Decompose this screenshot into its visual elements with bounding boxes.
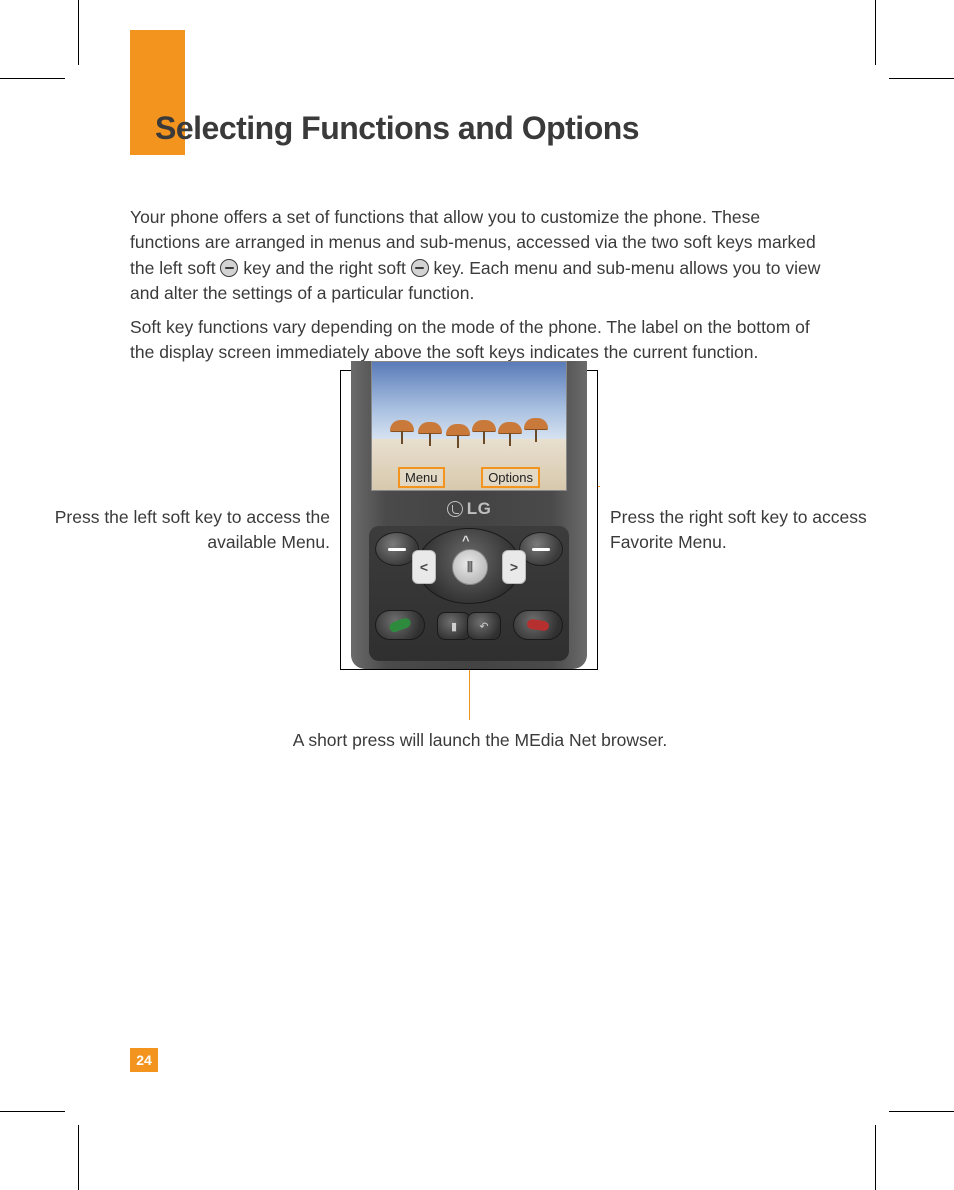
crop-mark — [78, 0, 79, 65]
end-icon — [526, 619, 549, 632]
umbrella-icon — [418, 422, 442, 446]
camera-button: ▮ — [437, 612, 471, 640]
page-number: 24 — [130, 1048, 158, 1072]
crop-mark — [0, 78, 65, 79]
crop-mark — [0, 1111, 65, 1112]
crop-mark — [889, 78, 954, 79]
crop-mark — [875, 1125, 876, 1190]
phone-frame: Menu Options LG < > ^ ⦀ — [340, 370, 598, 670]
paragraph-1b: key and the right soft — [243, 258, 410, 278]
page-title: Selecting Functions and Options — [155, 110, 639, 147]
keypad-row-2: ▮ ↶ — [375, 610, 563, 644]
umbrella-icon — [524, 418, 548, 442]
left-callout: Press the left soft key to access the av… — [45, 505, 330, 556]
dpad-up: ^ — [462, 533, 470, 548]
brand-text: LG — [467, 499, 492, 518]
paragraph-2: Soft key functions vary depending on the… — [130, 315, 830, 366]
dpad-left: < — [412, 550, 436, 584]
umbrella-icon — [446, 424, 470, 448]
paragraph-1: Your phone offers a set of functions tha… — [130, 205, 830, 307]
body-text: Your phone offers a set of functions tha… — [130, 205, 830, 373]
umbrella-icon — [498, 422, 522, 446]
crop-mark — [889, 1111, 954, 1112]
end-button — [513, 610, 563, 640]
clear-button: ↶ — [467, 612, 501, 640]
dpad-right: > — [502, 550, 526, 584]
bottom-callout: A short press will launch the MEdia Net … — [130, 730, 830, 751]
dpad: < > ^ ⦀ — [417, 528, 521, 604]
left-softkey-label: Menu — [398, 467, 445, 488]
phone-screen: Menu Options — [371, 361, 567, 491]
dpad-center: ⦀ — [452, 549, 488, 585]
phone-brand: LG — [351, 499, 587, 519]
softkey-bar: Menu Options — [394, 465, 544, 489]
left-soft-key-icon — [220, 259, 238, 277]
right-soft-key-icon — [411, 259, 429, 277]
phone-body: Menu Options LG < > ^ ⦀ — [351, 361, 587, 669]
right-softkey-label: Options — [481, 467, 540, 488]
crop-mark — [78, 1125, 79, 1190]
crop-mark — [875, 0, 876, 65]
keypad: < > ^ ⦀ ▮ ↶ — [369, 526, 569, 661]
phone-diagram: Press the left soft key to access the av… — [130, 370, 830, 770]
right-callout: Press the right soft key to access Favor… — [610, 505, 870, 556]
umbrella-icon — [390, 420, 414, 444]
brand-logo-icon — [447, 501, 463, 517]
umbrella-icon — [472, 420, 496, 444]
call-button — [375, 610, 425, 640]
call-icon — [388, 617, 412, 634]
